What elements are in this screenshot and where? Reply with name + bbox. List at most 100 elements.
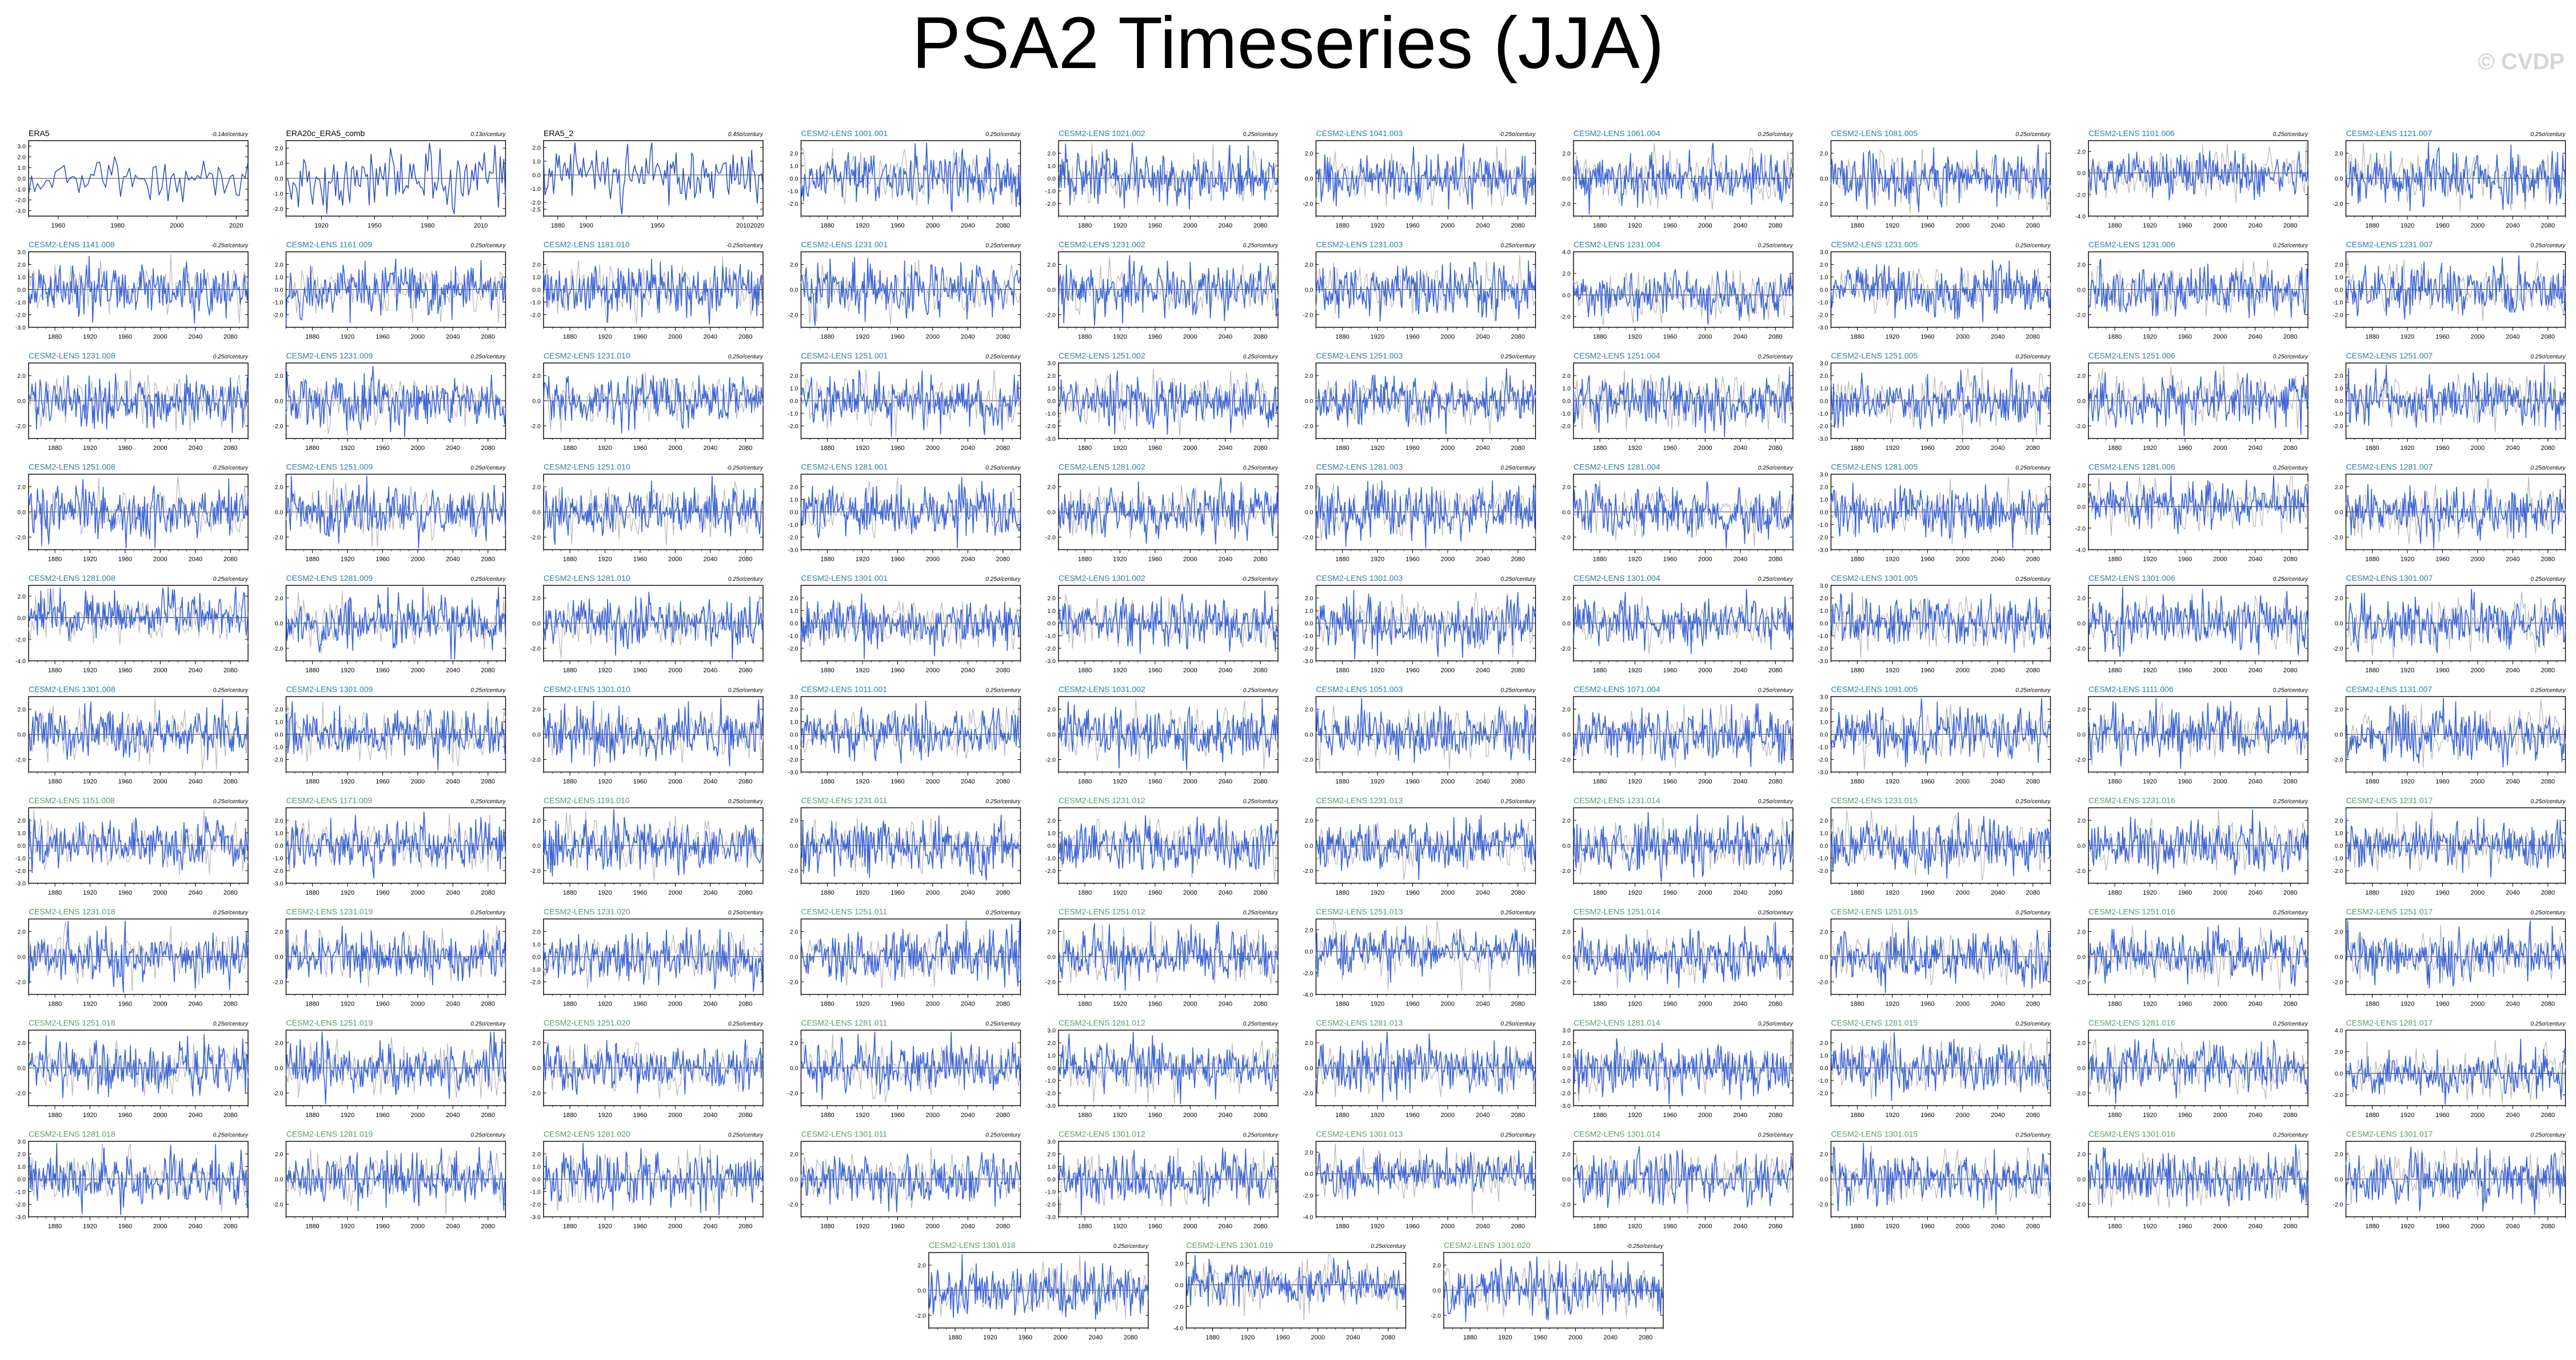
x-tick-label: 1880 [820, 779, 834, 785]
panel-trend-label: 0.25σ/century [1243, 243, 1279, 249]
y-tick-label: 2.0 [2077, 929, 2086, 936]
y-tick-label: 1.0 [1820, 830, 1828, 837]
x-tick-label: 2040 [2248, 667, 2262, 674]
y-tick-label: 2.0 [2077, 149, 2086, 155]
panel-trend-label: 0.25σ/century [728, 354, 764, 360]
y-tick-label: -1.0 [273, 744, 283, 751]
x-tick-label: 2080 [2026, 445, 2040, 452]
y-tick-label: -1.0 [15, 186, 26, 193]
x-tick-label: 1880 [1850, 890, 1864, 896]
x-tick-label: 2040 [1476, 334, 1489, 341]
y-tick-label: 3.0 [1820, 249, 1828, 256]
panel-title: CESM2-LENS 1251.001 [801, 351, 888, 360]
x-tick-label: 2000 [668, 890, 682, 896]
x-tick-label: 2000 [668, 1112, 682, 1119]
x-tick-label: 1920 [1886, 890, 1899, 896]
x-tick-label: 2000 [411, 334, 425, 341]
x-tick-label: 1920 [83, 334, 97, 341]
panel-trend-label: 0.25σ/century [1758, 910, 1794, 916]
series-line [285, 701, 506, 771]
y-tick-label: -2.0 [273, 206, 283, 213]
series-line [2088, 370, 2309, 437]
timeseries-panel: CESM2-LENS 1231.019 0.25σ/century 2.0 0.0 -2… [273, 907, 506, 1008]
x-tick-label: 2000 [411, 1001, 425, 1008]
panel-trend-label: 0.25σ/century [728, 799, 764, 805]
x-tick-label: 2080 [738, 556, 752, 563]
y-tick-label: 2.0 [532, 145, 541, 151]
x-tick-label: 2000 [926, 334, 940, 341]
x-tick-label: 1960 [1148, 1112, 1162, 1119]
x-tick-label: 1920 [341, 556, 354, 563]
x-tick-label: 1920 [1886, 667, 1899, 674]
x-tick-label: 2000 [153, 334, 167, 341]
x-tick-label: 2080 [1768, 556, 1782, 563]
x-tick-label: 2040 [1991, 779, 2004, 785]
x-tick-label: 1880 [820, 222, 834, 229]
x-tick-label: 2000 [153, 890, 167, 896]
x-tick-label: 1960 [1920, 445, 1934, 452]
panel-trend-label: 0.25σ/century [470, 799, 506, 805]
panel-trend-label: 0.25σ/century [985, 799, 1021, 805]
y-tick-label: 2.0 [790, 817, 798, 824]
y-tick-label: -1.0 [530, 186, 541, 193]
y-tick-label: 0.0 [790, 620, 798, 627]
timeseries-panel: CESM2-LENS 1281.004 0.25σ/century 2.0 0.0 -2… [1560, 462, 1794, 563]
y-tick-label: 1.0 [1562, 385, 1571, 392]
panel-trend-label: 0.25σ/century [1500, 799, 1536, 805]
page-title: PSA2 Timeseries (JJA) [0, 3, 2576, 84]
y-tick-label: -1.0 [788, 522, 798, 529]
x-tick-label: 1960 [1663, 779, 1677, 785]
y-tick-label: 0.0 [1820, 843, 1828, 849]
series-line [800, 814, 1021, 881]
y-tick-label: -2.0 [15, 312, 26, 319]
x-tick-label: 2080 [2283, 890, 2297, 896]
y-tick-label: 2.0 [532, 929, 541, 936]
series-line [1573, 703, 1794, 767]
panel-trend-label: 0.25σ/century [2273, 910, 2309, 916]
x-tick-label: 1920 [83, 667, 97, 674]
x-tick-label: 1920 [598, 445, 612, 452]
y-tick-label: -4.0 [15, 658, 26, 665]
timeseries-panel: CESM2-LENS 1231.009 0.25σ/century 2.0 0.0 -2… [273, 351, 506, 452]
x-tick-label: 1880 [1593, 779, 1607, 785]
series-line [2346, 697, 2566, 768]
y-tick-label: 0.0 [2335, 954, 2343, 961]
y-tick-label: 0.0 [790, 954, 798, 961]
x-tick-label: 2040 [1734, 890, 1747, 896]
series-line [2088, 809, 2309, 876]
panel-trend-label: 0.25σ/century [1758, 243, 1794, 249]
x-tick-label: 1920 [2143, 445, 2156, 452]
x-tick-label: 1880 [820, 556, 834, 563]
y-tick-label: -1.0 [788, 633, 798, 640]
x-tick-label: 1960 [1148, 445, 1162, 452]
y-tick-label: 2.0 [275, 817, 283, 824]
x-tick-label: 1880 [1593, 890, 1607, 896]
panel-trend-label: 0.25σ/century [1243, 910, 1279, 916]
y-tick-label: -2.0 [2075, 525, 2086, 532]
y-tick-label: -1.0 [530, 967, 541, 974]
y-tick-label: 0.0 [2335, 620, 2343, 627]
y-tick-label: -2.0 [1560, 535, 1571, 541]
y-tick-label: 1.0 [275, 719, 283, 726]
x-tick-label: 2040 [961, 1112, 975, 1119]
x-tick-label: 2040 [1734, 779, 1747, 785]
x-tick-label: 2040 [704, 445, 717, 452]
y-tick-label: 0.0 [275, 287, 283, 294]
x-tick-label: 1880 [48, 667, 62, 674]
x-tick-label: 2080 [1511, 556, 1525, 563]
ensemble-gray-line [2345, 260, 2566, 321]
x-tick-label: 2080 [2541, 779, 2555, 785]
x-tick-label: 2080 [996, 779, 1010, 785]
panel-title: ERA20c_ERA5_comb [286, 129, 365, 138]
x-tick-label: 1960 [890, 334, 904, 341]
panel-title: CESM2-LENS 1101.006 [2088, 129, 2175, 138]
panel-title: CESM2-LENS 1281.014 [1573, 1018, 1660, 1027]
series-line [1830, 482, 2051, 548]
series-line [285, 475, 506, 548]
y-tick-label: -2.0 [273, 757, 283, 764]
x-tick-label: 2080 [738, 779, 752, 785]
panel-title: CESM2-LENS 1231.002 [1059, 240, 1145, 249]
y-tick-label: 2.0 [1562, 484, 1571, 491]
y-tick-label: -2.5 [530, 206, 541, 213]
y-tick-label: -1.0 [1303, 633, 1313, 640]
